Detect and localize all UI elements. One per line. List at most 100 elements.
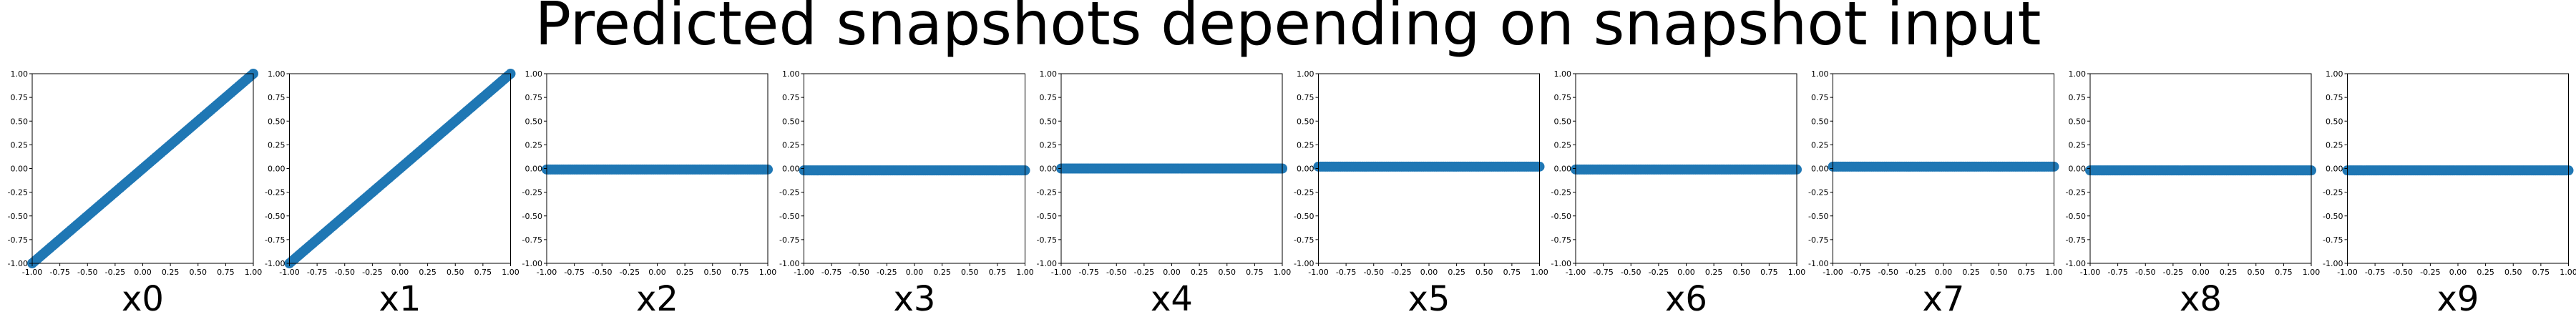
y-tick-label: -0.75 — [1551, 235, 1571, 245]
x-tick-label: -0.50 — [1621, 268, 1641, 277]
y-tick-label: 0.00 — [2326, 165, 2343, 174]
y-tick-label: -0.50 — [1551, 212, 1571, 221]
y-tick-label: 0.25 — [268, 140, 286, 150]
x-tick-label: 0.50 — [1990, 268, 2008, 277]
y-tick-label: 0.25 — [782, 140, 800, 150]
x-tick-label: -0.75 — [49, 268, 69, 277]
x-tick-label: 0.25 — [676, 268, 694, 277]
y-tick-label: 1.00 — [11, 69, 29, 79]
y-tick-label: -0.75 — [779, 235, 799, 245]
y-tick-label: 0.75 — [1297, 93, 1314, 102]
y-tick-label: -1.00 — [1037, 259, 1057, 268]
x-tick-label: -0.75 — [1593, 268, 1613, 277]
x-tick-label: -0.50 — [1106, 268, 1126, 277]
y-tick-label: -0.25 — [1808, 188, 1828, 197]
x-tick-label: -0.50 — [2393, 268, 2413, 277]
x-tick-label: 0.75 — [2532, 268, 2550, 277]
x-tick-label: -0.25 — [877, 268, 897, 277]
x-axis-label: x8 — [2180, 279, 2222, 319]
y-tick-label: -0.75 — [8, 235, 28, 245]
x-tick-label: -0.25 — [1134, 268, 1154, 277]
y-tick-label: 1.00 — [2326, 69, 2343, 79]
x-tick-label: 0.75 — [1760, 268, 1778, 277]
scatter-series-x7 — [1828, 161, 2059, 172]
x-axis-label: x3 — [894, 279, 936, 319]
y-tick-label: 0.75 — [782, 93, 800, 102]
scatter-series-x6 — [1571, 164, 1802, 175]
x-tick-label: -1.00 — [537, 268, 557, 277]
x-tick-label: 0.50 — [447, 268, 464, 277]
y-tick-label: 0.00 — [782, 165, 800, 174]
x-tick-label: 0.25 — [2477, 268, 2494, 277]
x-tick-label: 1.00 — [1016, 268, 1034, 277]
y-tick-label: 0.50 — [782, 117, 800, 126]
y-tick-label: 0.25 — [2069, 140, 2087, 150]
x-tick-label: -1.00 — [1308, 268, 1328, 277]
y-tick-label: 0.00 — [268, 165, 286, 174]
x-tick-label: -0.50 — [1364, 268, 1384, 277]
x-axis-label: x6 — [1665, 279, 1707, 319]
x-tick-label: 0.50 — [704, 268, 722, 277]
x-tick-label: 0.00 — [1935, 268, 1953, 277]
y-tick-label: -0.25 — [1037, 188, 1057, 197]
y-tick-label: -0.25 — [2323, 188, 2343, 197]
y-tick-label: 0.50 — [2326, 117, 2343, 126]
x-tick-label: -0.25 — [105, 268, 125, 277]
scatter-series-x4 — [1056, 163, 1287, 174]
y-tick-label: 1.00 — [1297, 69, 1314, 79]
figure-title: Predicted snapshots depending on snapsho… — [535, 0, 2041, 59]
y-tick-label: 0.00 — [1297, 165, 1314, 174]
x-tick-label: -0.25 — [1391, 268, 1411, 277]
y-tick-label: 0.25 — [1554, 140, 1572, 150]
x-tick-label: -0.50 — [2135, 268, 2155, 277]
y-tick-label: -0.25 — [522, 188, 542, 197]
y-tick-label: 1.00 — [525, 69, 543, 79]
x-axis-label: x7 — [1923, 279, 1965, 319]
x-axis-label: x0 — [122, 279, 164, 319]
y-tick-label: -0.50 — [1294, 212, 1314, 221]
y-tick-label: -0.25 — [8, 188, 28, 197]
x-tick-label: 0.00 — [2192, 268, 2210, 277]
scatter-series-x5 — [1313, 161, 1545, 172]
y-tick-label: -1.00 — [1294, 259, 1314, 268]
y-tick-label: -0.25 — [1294, 188, 1314, 197]
x-tick-label: 1.00 — [245, 268, 263, 277]
x-tick-label: 0.75 — [2275, 268, 2293, 277]
scatter-series-x2 — [542, 164, 773, 175]
x-tick-label: 0.75 — [2018, 268, 2036, 277]
x-tick-label: -0.25 — [1649, 268, 1669, 277]
x-tick-label: 1.00 — [502, 268, 519, 277]
x-tick-label: 0.50 — [961, 268, 979, 277]
x-tick-label: -0.75 — [564, 268, 584, 277]
subplot-x1: -1.00 -0.75 -0.50 -0.25 0.00 0.25 0.50 0.75 1.00… — [265, 69, 519, 319]
y-tick-label: -0.75 — [265, 235, 285, 245]
x-axis-label: x4 — [1151, 279, 1193, 319]
x-tick-label: -1.00 — [794, 268, 814, 277]
x-tick-label: -0.75 — [2365, 268, 2385, 277]
x-tick-label: 0.25 — [162, 268, 180, 277]
x-tick-label: -0.50 — [849, 268, 869, 277]
x-tick-label: 0.75 — [217, 268, 235, 277]
x-tick-label: 0.00 — [1163, 268, 1181, 277]
x-tick-label: 0.25 — [1191, 268, 1209, 277]
scatter-series-x8 — [2085, 165, 2316, 176]
y-tick-label: -1.00 — [1808, 259, 1828, 268]
y-tick-label: 0.50 — [525, 117, 543, 126]
y-tick-label: 0.00 — [1811, 165, 1829, 174]
x-tick-label: 0.00 — [391, 268, 409, 277]
y-tick-label: 0.50 — [1297, 117, 1314, 126]
x-tick-label: 0.25 — [1705, 268, 1723, 277]
x-tick-label: -1.00 — [22, 268, 42, 277]
x-tick-label: 0.50 — [190, 268, 208, 277]
y-tick-label: 0.25 — [2326, 140, 2343, 150]
subplot-x4: -1.00 -0.75 -0.50 -0.25 0.00 0.25 0.50 0.75 1.00… — [1037, 69, 1292, 319]
x-tick-label: -0.50 — [592, 268, 612, 277]
y-tick-label: 0.25 — [11, 140, 29, 150]
y-tick-label: 0.75 — [1040, 93, 1058, 102]
y-tick-label: -0.75 — [1294, 235, 1314, 245]
y-tick-label: 1.00 — [1811, 69, 1829, 79]
x-tick-label: 0.25 — [1448, 268, 1465, 277]
y-tick-label: 1.00 — [2069, 69, 2087, 79]
subplot-x0: -1.00 -0.75 -0.50 -0.25 0.00 0.25 0.50 0.75 1.00… — [8, 69, 263, 319]
y-tick-label: -0.75 — [2066, 235, 2086, 245]
